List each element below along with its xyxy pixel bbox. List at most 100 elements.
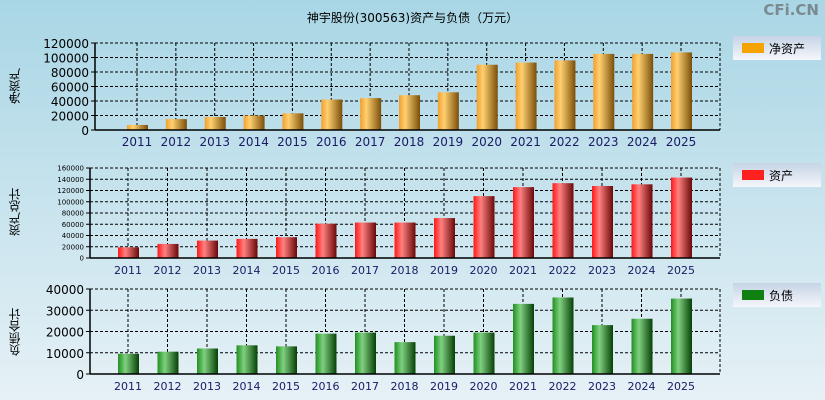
bar-2021 <box>515 62 537 131</box>
y-tick-label: 10000 <box>46 347 84 361</box>
y-tick-label: 100000 <box>57 198 84 206</box>
x-tick-label: 2017 <box>351 264 379 277</box>
bar-2025 <box>671 52 692 130</box>
brand-logo: CFi.CN <box>763 1 819 19</box>
x-tick-label: 2022 <box>549 380 577 393</box>
bar-2025 <box>671 177 692 258</box>
bar-2013 <box>197 348 218 374</box>
bar-2015 <box>276 346 297 374</box>
x-tick-label: 2020 <box>471 135 502 149</box>
bar-2015 <box>282 113 304 130</box>
x-tick-label: 2014 <box>233 380 261 393</box>
x-tick-label: 2012 <box>154 380 182 393</box>
x-tick-label: 2019 <box>430 380 458 393</box>
y-tick-label: 20000 <box>62 243 84 251</box>
x-tick-label: 2025 <box>666 135 697 149</box>
x-tick-label: 2025 <box>667 380 695 393</box>
legend-swatch <box>742 290 764 300</box>
x-tick-label: 2019 <box>433 135 464 149</box>
y-tick-label: 30000 <box>46 304 84 318</box>
x-tick-label: 2021 <box>510 135 541 149</box>
x-tick-label: 2011 <box>114 380 142 393</box>
x-tick-label: 2015 <box>272 380 300 393</box>
x-tick-label: 2018 <box>394 135 425 149</box>
x-tick-label: 2025 <box>667 264 695 277</box>
x-tick-label: 2013 <box>193 380 221 393</box>
y-tick-label: 40000 <box>51 95 89 109</box>
bar-2017 <box>355 332 376 374</box>
x-tick-label: 2024 <box>628 264 656 277</box>
y-tick-label: 140000 <box>57 176 84 184</box>
bar-2015 <box>276 237 297 258</box>
bar-2017 <box>360 98 382 130</box>
bar-2024 <box>632 53 654 130</box>
x-tick-label: 2018 <box>391 264 419 277</box>
bar-2016 <box>321 99 343 130</box>
bar-2020 <box>473 332 495 374</box>
x-tick-label: 2015 <box>272 264 300 277</box>
bar-2012 <box>157 351 179 374</box>
legend-liabilities: 负债 <box>733 283 821 307</box>
x-tick-label: 2022 <box>549 135 580 149</box>
y-tick-label: 60000 <box>62 221 84 229</box>
bar-2012 <box>165 119 187 130</box>
x-tick-label: 2021 <box>509 264 537 277</box>
bar-2019 <box>434 218 455 258</box>
x-tick-label: 2013 <box>193 264 221 277</box>
x-tick-label: 2017 <box>351 380 379 393</box>
legend-swatch <box>742 43 764 53</box>
y-tick-label: 0 <box>81 124 89 138</box>
bar-2023 <box>592 325 613 374</box>
legend-label: 负债 <box>769 289 794 303</box>
x-tick-label: 2018 <box>391 380 419 393</box>
bar-2018 <box>399 95 420 130</box>
x-tick-label: 2012 <box>161 135 192 149</box>
bar-2011 <box>118 353 139 374</box>
y-tick-label: 100000 <box>43 52 89 66</box>
y-tick-label: 0 <box>80 255 84 263</box>
y-tick-label: 80000 <box>51 66 89 80</box>
bar-2013 <box>197 240 218 258</box>
x-tick-label: 2023 <box>588 264 616 277</box>
bar-2016 <box>315 333 337 374</box>
y-tick-label: 120000 <box>43 37 89 51</box>
bar-2020 <box>473 196 495 258</box>
bar-2019 <box>434 335 455 374</box>
x-tick-label: 2024 <box>627 135 658 149</box>
x-tick-label: 2013 <box>199 135 230 149</box>
y-tick-label: 20000 <box>51 110 89 124</box>
x-tick-label: 2015 <box>277 135 308 149</box>
x-tick-label: 2016 <box>316 135 347 149</box>
y-tick-label: 160000 <box>57 165 84 173</box>
y-axis-label-liabilities: 负债合计 <box>8 308 22 356</box>
y-tick-label: 60000 <box>51 81 89 95</box>
bar-2021 <box>513 187 534 258</box>
x-tick-label: 2016 <box>312 264 340 277</box>
y-axis-label-net-assets: 净资产 <box>8 68 22 104</box>
bar-2018 <box>394 222 416 258</box>
legend-net-assets: 净资产 <box>733 36 821 60</box>
bar-2023 <box>592 186 613 258</box>
bar-2022 <box>554 60 576 130</box>
bar-2013 <box>204 116 226 130</box>
bar-2016 <box>315 223 337 258</box>
bar-2023 <box>593 53 615 130</box>
bar-2019 <box>437 92 459 130</box>
x-tick-label: 2023 <box>588 135 619 149</box>
legend-assets: 资产 <box>733 163 821 187</box>
x-tick-label: 2023 <box>588 380 616 393</box>
x-tick-label: 2020 <box>470 380 498 393</box>
bar-2022 <box>552 183 574 258</box>
bar-2017 <box>355 222 376 258</box>
bar-2011 <box>118 247 139 258</box>
bar-2012 <box>157 243 179 258</box>
bar-2022 <box>552 297 574 374</box>
x-tick-label: 2014 <box>238 135 269 149</box>
x-tick-label: 2019 <box>430 264 458 277</box>
y-tick-label: 0 <box>76 368 84 382</box>
x-tick-label: 2017 <box>355 135 386 149</box>
bar-2014 <box>243 115 265 130</box>
bar-2011 <box>127 124 148 130</box>
